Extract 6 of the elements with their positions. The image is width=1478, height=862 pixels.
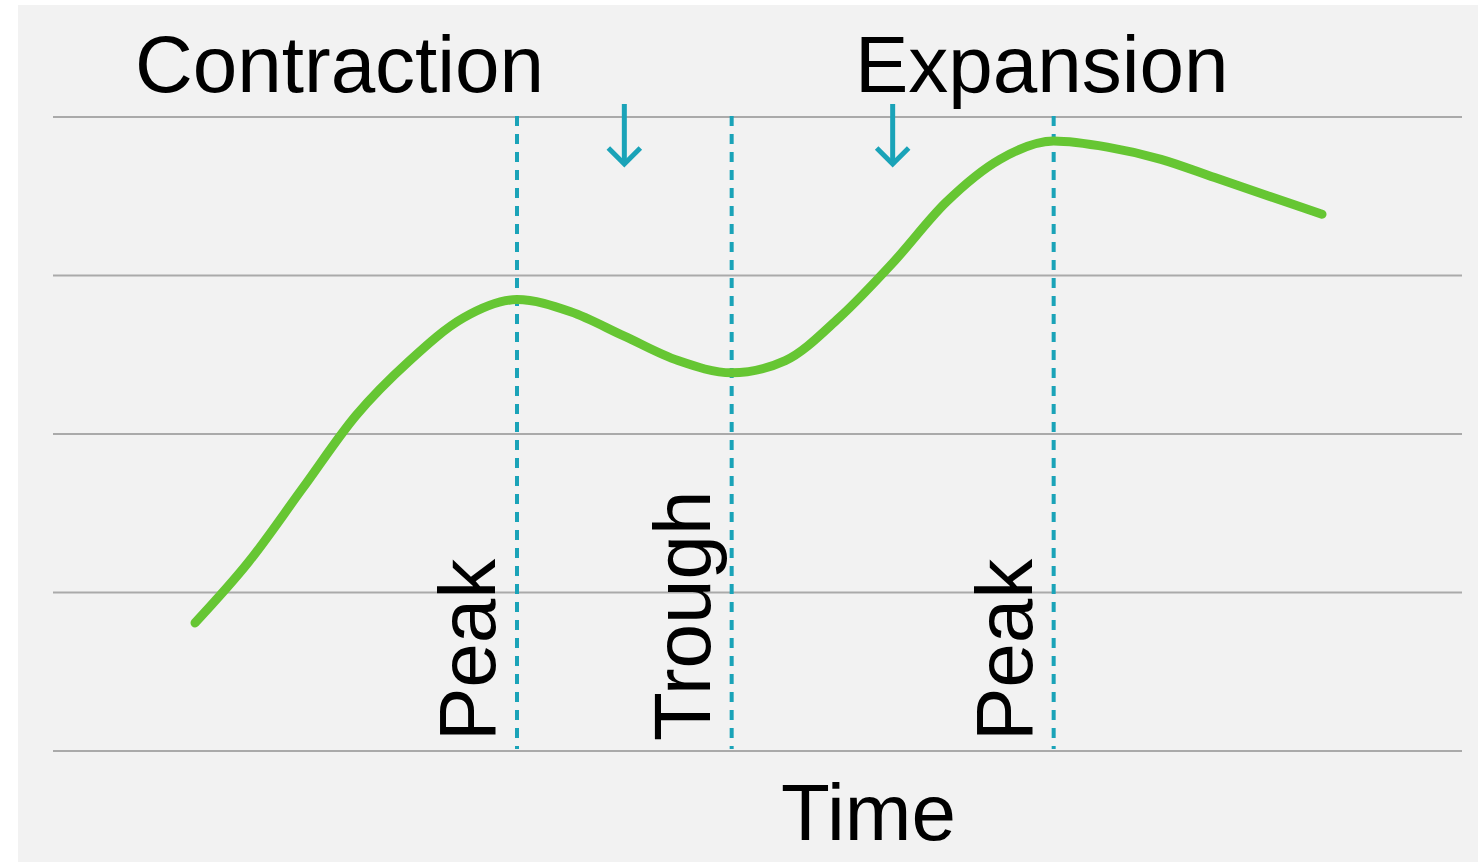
- text: Contraction: [135, 20, 545, 109]
- text: Expansion: [855, 20, 1229, 109]
- annotation: Peak: [959, 557, 1049, 741]
- annotation: Trough: [637, 490, 727, 741]
- x-axis-title: Time: [781, 768, 956, 857]
- annotation: Peak: [423, 557, 512, 741]
